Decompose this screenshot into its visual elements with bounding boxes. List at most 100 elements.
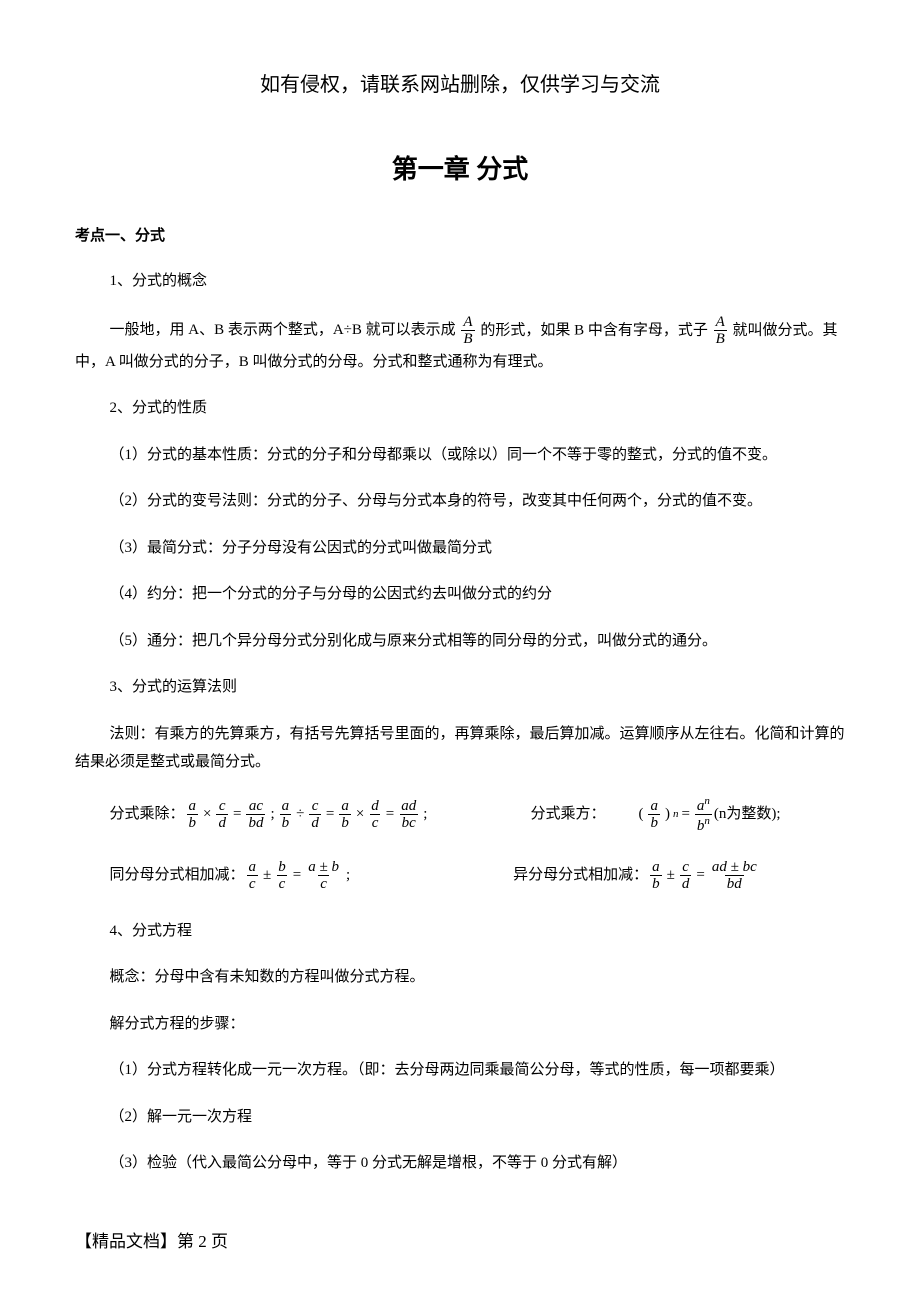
chapter-title: 第一章 分式 xyxy=(75,149,845,186)
numerator: ad ± bc xyxy=(710,859,759,876)
step-3: （3）检验（代入最简公分母中，等于 0 分式无解是增根，不等于 0 分式有解） xyxy=(75,1149,845,1178)
denominator: d xyxy=(680,875,692,893)
numerator: a xyxy=(648,798,660,815)
frac: a ± bc xyxy=(306,859,341,893)
denominator: B xyxy=(714,330,727,348)
equals-op: = xyxy=(696,861,704,890)
exponent: n xyxy=(704,815,710,827)
equals-op: = xyxy=(386,800,394,829)
frac: cd xyxy=(680,859,692,893)
semicolon: ; xyxy=(423,800,427,829)
numerator: a xyxy=(650,859,662,876)
numerator: a xyxy=(280,798,292,815)
math-row-addsub: 同分母分式相加减： ac ± bc = a ± bc ; 异分母分式相加减： a… xyxy=(110,859,846,893)
numerator: c xyxy=(680,859,691,876)
numerator: b xyxy=(276,859,288,876)
frac: ab xyxy=(650,859,662,893)
denominator: bd xyxy=(246,814,265,832)
semicolon: ; xyxy=(270,800,274,829)
numerator: ad xyxy=(399,798,418,815)
numerator: a xyxy=(247,859,259,876)
denominator: b xyxy=(280,814,292,832)
numerator: a ± b xyxy=(306,859,341,876)
frac: ab xyxy=(280,798,292,832)
equals-op: = xyxy=(681,800,689,829)
paren: ( xyxy=(638,800,643,829)
equals-op: = xyxy=(293,861,301,890)
frac: bc xyxy=(276,859,288,893)
property-3: （3）最简分式：分子分母没有公因式的分式叫做最简分式 xyxy=(75,534,845,563)
exponent: n xyxy=(673,804,679,825)
pow-group: 分式乘方： ( ab ) n = an bn (n为整数); xyxy=(530,795,780,835)
label-diffde: 异分母分式相加减： xyxy=(513,861,648,890)
semicolon: ; xyxy=(346,861,350,890)
concept-number: 1、分式的概念 xyxy=(75,267,845,296)
denominator: b xyxy=(187,814,199,832)
label-pow: 分式乘方： xyxy=(530,800,605,829)
denominator: c xyxy=(247,875,258,893)
property-2: （2）分式的变号法则：分式的分子、分母与分式本身的符号，改变其中任何两个，分式的… xyxy=(75,487,845,516)
section-heading: 考点一、分式 xyxy=(75,224,845,245)
numerator: a xyxy=(339,798,351,815)
equation-number: 4、分式方程 xyxy=(75,917,845,946)
math-row-muldiv-pow: 分式乘除： ab × cd = acbd ; ab ÷ cd = ab × dc… xyxy=(110,795,846,835)
numerator: ac xyxy=(247,798,265,815)
equals-op: = xyxy=(326,800,334,829)
denominator: bd xyxy=(725,875,744,893)
equation-concept: 概念：分母中含有未知数的方程叫做分式方程。 xyxy=(75,963,845,992)
property-number: 2、分式的性质 xyxy=(75,394,845,423)
denominator: c xyxy=(318,875,329,893)
muldiv-group: 分式乘除： ab × cd = acbd ; ab ÷ cd = ab × dc… xyxy=(110,798,431,832)
denominator: b xyxy=(339,814,351,832)
footer-text: 【精品文档】第 2 页 xyxy=(75,1227,228,1252)
frac: ab xyxy=(339,798,351,832)
exponent: n xyxy=(704,795,710,807)
frac: adbc xyxy=(399,798,418,832)
denominator: d xyxy=(216,814,228,832)
numerator: a xyxy=(187,798,199,815)
divide-op: ÷ xyxy=(296,800,304,829)
denominator: d xyxy=(309,814,321,832)
frac: cd xyxy=(216,798,228,832)
step-2: （2）解一元一次方程 xyxy=(75,1103,845,1132)
frac: an bn xyxy=(695,795,712,835)
frac: dc xyxy=(369,798,381,832)
denominator: bn xyxy=(695,814,712,835)
concept-definition: 一般地，用 A、B 表示两个整式，A÷B 就可以表示成 A B 的形式，如果 B… xyxy=(75,314,845,377)
property-1: （1）分式的基本性质：分式的分子和分母都乘以（或除以）同一个不等于零的整式，分式… xyxy=(75,441,845,470)
times-op: × xyxy=(356,800,364,829)
header-notice: 如有侵权，请联系网站删除，仅供学习与交流 xyxy=(75,68,845,97)
frac: ac xyxy=(247,859,259,893)
frac: acbd xyxy=(246,798,265,832)
equals-op: = xyxy=(233,800,241,829)
numerator: A xyxy=(714,314,727,331)
denominator: c xyxy=(370,814,381,832)
property-4: （4）约分：把一个分式的分子与分母的公因式约去叫做分式的约分 xyxy=(75,580,845,609)
pm-op: ± xyxy=(667,861,675,890)
frac: cd xyxy=(309,798,321,832)
pm-op: ± xyxy=(263,861,271,890)
pow-note: (n为整数); xyxy=(714,800,781,829)
denominator: bc xyxy=(400,814,418,832)
rules-text: 法则：有乘方的先算乘方，有括号先算括号里面的，再算乘除，最后算加减。运算顺序从左… xyxy=(75,720,845,777)
text-segment: 的形式，如果 B 中含有字母，式子 xyxy=(480,322,708,338)
frac: ab xyxy=(648,798,660,832)
denominator: c xyxy=(277,875,288,893)
numerator: c xyxy=(310,798,321,815)
frac: ad ± bcbd xyxy=(710,859,759,893)
text-segment: 一般地，用 A、B 表示两个整式，A÷B 就可以表示成 xyxy=(110,322,456,338)
denominator: b xyxy=(648,814,660,832)
property-5: （5）通分：把几个异分母分式分别化成与原来分式相等的同分母的分式，叫做分式的通分… xyxy=(75,627,845,656)
numerator: A xyxy=(461,314,474,331)
denominator: B xyxy=(461,330,474,348)
numerator: an xyxy=(695,795,712,815)
equation-steps: 解分式方程的步骤： xyxy=(75,1010,845,1039)
same-denom-group: 同分母分式相加减： ac ± bc = a ± bc ; xyxy=(110,859,354,893)
denominator: b xyxy=(650,875,662,893)
label-samede: 同分母分式相加减： xyxy=(110,861,245,890)
step-1: （1）分式方程转化成一元一次方程。（即：去分母两边同乘最简公分母，等式的性质，每… xyxy=(75,1056,845,1085)
numerator: d xyxy=(369,798,381,815)
label-muldiv: 分式乘除： xyxy=(110,800,185,829)
frac: ab xyxy=(187,798,199,832)
rules-number: 3、分式的运算法则 xyxy=(75,673,845,702)
